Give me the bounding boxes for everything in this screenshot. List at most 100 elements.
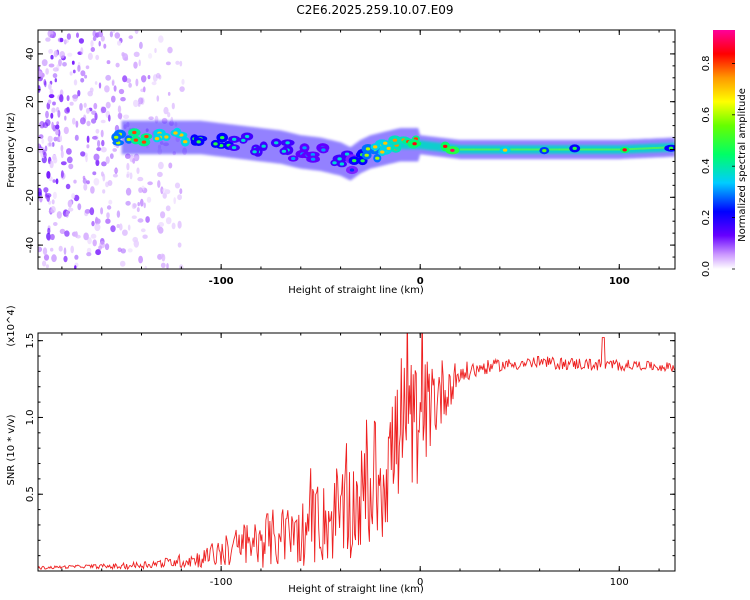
- ridge-core-line: [599, 148, 602, 151]
- noise-speckle: [161, 253, 166, 262]
- noise-speckle: [155, 72, 161, 79]
- noise-speckle: [158, 161, 164, 170]
- ridge-peak: [231, 146, 237, 150]
- noise-speckle: [85, 65, 90, 70]
- noise-speckle: [47, 135, 53, 143]
- noise-speckle: [100, 207, 104, 215]
- ridge-core-line: [613, 148, 616, 151]
- noise-speckle: [86, 120, 91, 127]
- noise-speckle: [141, 75, 147, 83]
- noise-speckle: [125, 200, 131, 206]
- noise-speckle: [48, 83, 52, 90]
- ridge-core-line: [527, 148, 530, 151]
- ridge-core-line: [653, 147, 656, 149]
- noise-speckle: [86, 252, 92, 257]
- noise-speckle: [165, 205, 171, 212]
- ridge-peak: [450, 148, 455, 152]
- noise-speckle: [93, 102, 98, 110]
- noise-speckle: [54, 78, 57, 83]
- ridge-peak: [360, 159, 365, 163]
- noise-speckle: [75, 120, 79, 128]
- ridge-core-line: [635, 147, 638, 150]
- ridge-peak: [285, 141, 290, 145]
- noise-speckle: [44, 145, 48, 152]
- noise-speckle: [119, 260, 126, 267]
- noise-speckle: [52, 67, 59, 72]
- ridge-core-line: [460, 148, 462, 151]
- ridge-peak: [144, 134, 149, 139]
- ridge-core-line: [611, 148, 614, 151]
- snr-ticks: -100 0 100 0.5 1.0 1.5: [25, 333, 675, 588]
- ridge-core-line: [549, 148, 552, 151]
- noise-speckle: [104, 85, 110, 93]
- ridge-peak: [380, 150, 385, 154]
- ridge-core-line: [491, 148, 494, 151]
- noise-speckle: [92, 36, 97, 42]
- noise-speckle: [158, 35, 164, 43]
- noise-speckle: [94, 81, 98, 85]
- noise-speckle: [77, 203, 82, 211]
- ridge-core-line: [617, 148, 620, 151]
- ridge-core-line: [473, 148, 476, 151]
- noise-speckle: [38, 246, 43, 253]
- ridge-core-line: [581, 148, 584, 151]
- noise-speckle: [133, 153, 140, 162]
- ridge-core-line: [495, 148, 498, 151]
- noise-speckle: [137, 202, 140, 207]
- noise-speckle: [100, 106, 107, 114]
- ridge-core-line: [637, 147, 640, 150]
- noise-speckle: [48, 94, 55, 99]
- noise-speckle: [77, 64, 81, 72]
- noise-speckle: [114, 32, 121, 39]
- noise-speckle: [94, 223, 101, 232]
- ridge-core-line: [601, 148, 604, 151]
- noise-speckle: [160, 262, 166, 268]
- noise-speckle: [91, 118, 97, 124]
- noise-speckle: [87, 237, 92, 245]
- ridge-core-line: [533, 148, 536, 151]
- ridge-core-line: [661, 146, 664, 149]
- noise-speckle: [120, 248, 127, 254]
- noise-speckle: [59, 51, 65, 59]
- noise-speckle: [162, 192, 167, 199]
- noise-speckle: [60, 161, 67, 166]
- ridge-core-line: [475, 148, 478, 151]
- noise-speckle: [45, 110, 49, 119]
- noise-speckle: [137, 176, 144, 182]
- noise-speckle: [74, 265, 77, 269]
- ridge-core-line: [663, 146, 666, 149]
- ridge-core-line: [481, 148, 484, 151]
- ridge-core-line: [631, 148, 634, 150]
- noise-speckle: [132, 158, 136, 164]
- ridge-core-line: [641, 147, 644, 150]
- ridge-peak: [375, 156, 380, 160]
- ridge-core-line: [525, 148, 528, 151]
- noise-speckle: [108, 199, 113, 205]
- ridge-core-line: [561, 148, 564, 151]
- spectrogram-ticks: -100 0 100 -40 -20 0 20 40: [25, 29, 675, 287]
- noise-speckle: [118, 88, 125, 95]
- noise-speckle: [103, 43, 107, 49]
- noise-speckle: [98, 40, 101, 47]
- noise-speckle: [127, 248, 133, 253]
- noise-speckle: [53, 156, 58, 164]
- ridge-core-line: [535, 148, 538, 151]
- ridge-peak: [213, 142, 218, 146]
- noise-speckle: [38, 85, 41, 93]
- ridge-peak: [412, 142, 417, 146]
- noise-speckle: [47, 99, 52, 105]
- noise-speckle: [90, 233, 97, 239]
- ridge-core-line: [555, 148, 558, 151]
- noise-speckle: [87, 52, 93, 61]
- noise-speckle: [41, 138, 45, 144]
- ridge-peak: [332, 161, 337, 165]
- noise-speckle: [116, 224, 120, 228]
- noise-speckle: [109, 31, 113, 38]
- ridge-core-line: [521, 148, 524, 151]
- noise-speckle: [157, 171, 163, 178]
- noise-speckle: [173, 197, 176, 205]
- noise-speckle: [94, 112, 98, 121]
- noise-speckle: [72, 69, 76, 74]
- noise-speckle: [82, 178, 87, 184]
